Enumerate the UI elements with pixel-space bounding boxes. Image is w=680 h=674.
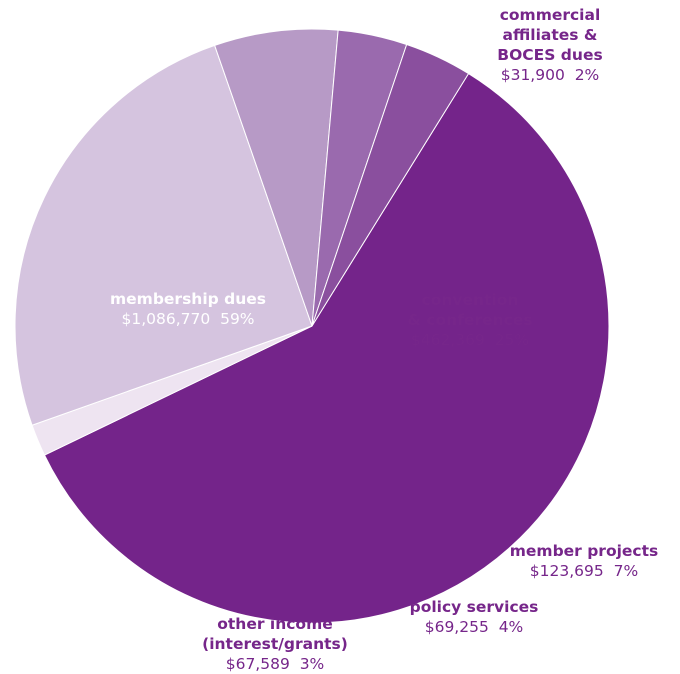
label-other-name-1: other income <box>217 615 333 633</box>
label-policy: policy services $69,255 4% <box>384 597 564 637</box>
label-commercial-name-1: commercial <box>499 6 601 24</box>
label-projects: member projects $123,695 7% <box>494 541 674 581</box>
pie-slice-projects <box>214 28 339 327</box>
label-convention: convention & conferences $462,369 25% <box>380 290 560 350</box>
label-commercial-value: $31,900 2% <box>500 66 600 84</box>
label-projects-value: $123,695 7% <box>529 562 639 580</box>
label-convention-name-2: & conferences <box>407 311 533 329</box>
label-commercial-name-3: BOCES dues <box>497 46 603 64</box>
label-projects-name: member projects <box>509 542 659 560</box>
pie-slice-convention <box>14 44 313 426</box>
label-other-value: $67,589 3% <box>225 655 325 673</box>
label-other: other income (interest/grants) $67,589 3… <box>180 614 370 674</box>
label-membership: membership dues $1,086,770 59% <box>60 289 316 329</box>
label-membership-value: $1,086,770 59% <box>121 310 255 328</box>
pie-slice-other <box>311 43 470 327</box>
label-convention-name-1: convention <box>421 291 519 309</box>
label-convention-value: $462,369 25% <box>410 331 530 349</box>
label-other-name-2: (interest/grants) <box>202 635 348 653</box>
label-commercial: commercial affiliates & BOCES dues $31,9… <box>470 5 630 85</box>
label-policy-value: $69,255 4% <box>424 618 524 636</box>
pie-slice-membership <box>43 72 610 624</box>
label-policy-name: policy services <box>409 598 539 616</box>
label-membership-name: membership dues <box>110 290 266 308</box>
label-commercial-name-2: affiliates & <box>502 26 598 44</box>
